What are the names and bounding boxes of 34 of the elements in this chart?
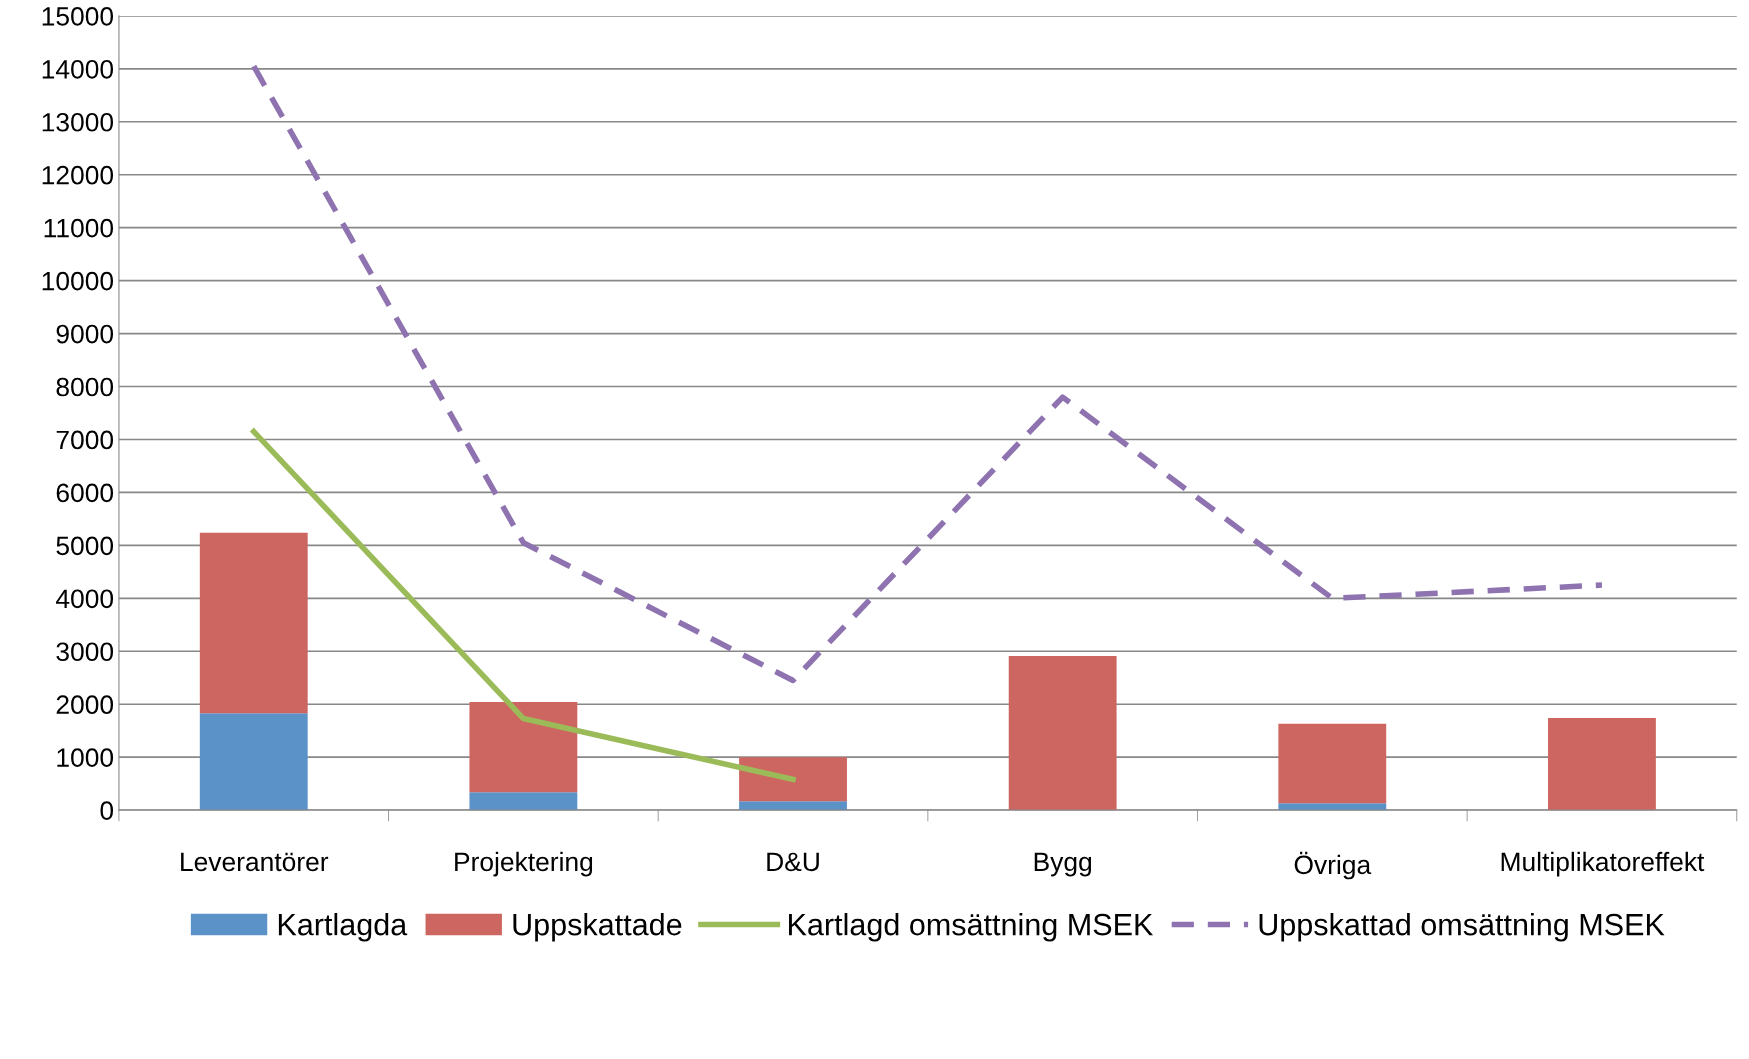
x-tick-label: Multiplikatoreffekt xyxy=(1501,851,1705,877)
legend-label: Kartlagd omsättning MSEK xyxy=(789,913,1154,942)
bar xyxy=(469,702,578,793)
y-tick-label: 4000 xyxy=(55,589,114,609)
y-tick-label: 12000 xyxy=(42,165,114,185)
y-tick-label: 9000 xyxy=(56,324,114,344)
legend-label: Uppskattade xyxy=(513,913,682,942)
y-tick-label: 11000 xyxy=(44,218,114,238)
x-tick-label: Leverantörer xyxy=(181,852,329,872)
y-tick-label: 5000 xyxy=(56,536,114,556)
y-tick-label: 15000 xyxy=(42,7,114,26)
y-tick-label: 1000 xyxy=(57,748,114,768)
y-tick-label: 7000 xyxy=(56,430,114,450)
bar xyxy=(1548,718,1656,811)
x-tick-label: D&U xyxy=(767,852,819,872)
y-tick-label: 10000 xyxy=(42,271,114,291)
y-tick-label: 3000 xyxy=(56,642,114,662)
x-tick-label: Övriga xyxy=(1294,851,1372,880)
y-tick-label: 14000 xyxy=(42,59,114,79)
bar xyxy=(199,532,308,714)
bar xyxy=(469,792,578,811)
legend-label: Kartlagda xyxy=(278,913,408,942)
y-tick-label: 13000 xyxy=(42,112,114,132)
y-tick-label: 0 xyxy=(100,801,114,820)
bar xyxy=(1278,723,1387,804)
legend-label: Uppskattad omsättning MSEK xyxy=(1259,913,1665,942)
x-tick-label: Bygg xyxy=(1034,852,1092,877)
bar xyxy=(739,757,847,802)
y-tick-label: 6000 xyxy=(56,483,114,503)
x-tick-label: Projektering xyxy=(455,851,593,877)
bar xyxy=(199,713,308,811)
bar xyxy=(1008,656,1117,811)
y-tick-label: 8000 xyxy=(56,377,114,397)
y-tick-label: 2000 xyxy=(56,695,114,715)
